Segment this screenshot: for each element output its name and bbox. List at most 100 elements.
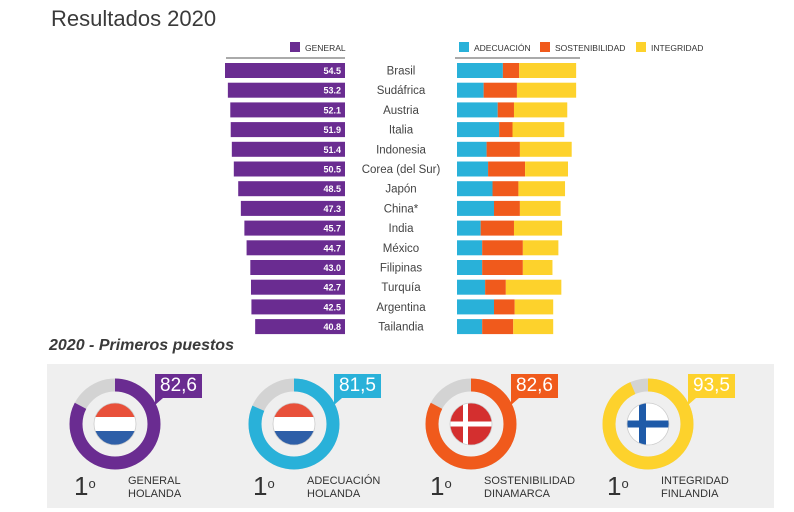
bar-value-label: 43.0 — [323, 263, 341, 273]
top-ranks-subtitle: 2020 - Primeros puestos — [49, 337, 234, 354]
bar-adecuacion — [457, 63, 503, 78]
flag-border — [449, 402, 493, 446]
category-label: SOSTENIBILIDAD DINAMARCA — [484, 475, 576, 500]
flag-stripe-red — [94, 403, 136, 417]
country-label: Austria — [383, 105, 419, 117]
bar-sostenibilidad — [485, 279, 506, 295]
bar-general — [250, 279, 345, 295]
bar-sostenibilidad — [480, 220, 514, 236]
flag-border — [272, 402, 316, 446]
flag-stripe-red — [273, 403, 315, 417]
bar-value-label: 44.7 — [323, 243, 341, 253]
country-label: Sudáfrica — [377, 85, 426, 97]
bar-integridad — [518, 181, 566, 197]
legend-swatch-general — [290, 42, 300, 52]
bar-value-label: 51.9 — [323, 125, 341, 135]
bar-sostenibilidad — [483, 82, 517, 98]
legend-label-general: GENERAL — [305, 43, 346, 53]
bar-adecuacion — [457, 279, 486, 295]
bar-general — [246, 240, 345, 256]
bar-sostenibilidad — [499, 122, 513, 138]
country-label: Italia — [389, 125, 414, 137]
bar-adecuacion — [457, 200, 494, 216]
page-title: Resultados 2020 — [51, 6, 217, 31]
bar-adecuacion — [457, 82, 484, 98]
donut-arc — [602, 378, 694, 470]
bar-adecuacion — [457, 181, 493, 197]
bar-sostenibilidad — [482, 260, 523, 275]
score-badge: 82,6 — [155, 374, 202, 405]
flag-nl-icon — [273, 403, 315, 445]
flag-dk-icon — [450, 403, 492, 445]
country-label: Corea (del Sur) — [362, 164, 441, 176]
category-label: ADECUACIÓN HOLANDA — [307, 475, 381, 500]
bar-value-label: 48.5 — [323, 184, 341, 194]
bar-general — [244, 220, 345, 236]
bar-adecuacion — [457, 260, 483, 275]
bar-value-label: 45.7 — [323, 224, 341, 234]
bar-integridad — [512, 122, 565, 138]
donut-arc — [248, 378, 340, 470]
bar-integridad — [513, 102, 568, 118]
country-label: Tailandia — [378, 322, 424, 334]
bar-value-label: 47.3 — [323, 204, 341, 214]
bar-value-label: 51.4 — [323, 145, 341, 155]
bar-value-label: 40.8 — [323, 322, 341, 332]
bar-integridad — [516, 82, 577, 98]
bar-value-label: 50.5 — [323, 165, 341, 175]
bar-integridad — [513, 319, 554, 335]
donut-general — [69, 378, 161, 470]
bar-sostenibilidad — [482, 319, 514, 335]
donut-integridad — [602, 378, 694, 470]
bar-value-label: 42.5 — [323, 302, 341, 312]
country-label: Argentina — [376, 302, 426, 314]
country-label: India — [389, 223, 415, 235]
bar-sostenibilidad — [494, 200, 520, 216]
bar-sostenibilidad — [482, 240, 523, 256]
category-label: GENERAL HOLANDA — [128, 475, 182, 500]
rank-label: 1o — [253, 471, 275, 501]
bar-general — [231, 141, 345, 157]
top-ranks-panel: 82,6 1o GENERAL HOLANDA 81,5 1o ADECUACIÓ… — [47, 364, 774, 508]
bar-sostenibilidad — [502, 63, 520, 78]
bar-adecuacion — [457, 141, 487, 157]
bar-adecuacion — [457, 299, 494, 315]
legend-swatch-integridad — [636, 42, 646, 52]
flag-stripe-white — [273, 417, 315, 431]
bar-general — [251, 299, 345, 315]
bar-value-label: 53.2 — [323, 86, 341, 96]
score-badge: 82,6 — [511, 374, 558, 405]
bar-integridad — [522, 260, 553, 275]
bar-general — [255, 319, 345, 335]
bar-general — [238, 181, 345, 197]
top-card-sostenibilidad: 82,6 1o SOSTENIBILIDAD DINAMARCA — [405, 364, 580, 508]
legend-swatch-sostenibilidad — [540, 42, 550, 52]
donut-sostenibilidad — [425, 378, 517, 470]
bar-sostenibilidad — [494, 299, 515, 315]
country-label: Turquía — [381, 282, 421, 294]
bar-adecuacion — [457, 240, 483, 256]
top-card-general: 82,6 1o GENERAL HOLANDA — [49, 364, 224, 508]
country-label: Brasil — [387, 66, 416, 78]
donut-arc — [425, 378, 517, 470]
country-label: Indonesia — [376, 144, 426, 156]
country-label: Filipinas — [380, 263, 422, 275]
bar-general — [230, 122, 345, 138]
flag-nl-icon — [94, 403, 136, 445]
donut-arc — [69, 378, 161, 470]
top-card-adecuacion: 81,5 1o ADECUACIÓN HOLANDA — [228, 364, 403, 508]
bar-sostenibilidad — [486, 141, 520, 157]
bar-integridad — [505, 279, 562, 295]
bar-adecuacion — [457, 319, 483, 335]
donut-adecuacion — [248, 378, 340, 470]
flag-stripe-blue — [94, 431, 136, 445]
bar-general — [230, 102, 345, 118]
country-label: China* — [384, 203, 419, 215]
score-badge: 81,5 — [334, 374, 381, 405]
bar-general — [250, 260, 345, 275]
country-label: México — [383, 243, 419, 255]
flag-border — [626, 402, 670, 446]
score-badge: 93,5 — [688, 374, 735, 405]
bar-integridad — [522, 240, 559, 256]
bar-integridad — [519, 141, 572, 157]
